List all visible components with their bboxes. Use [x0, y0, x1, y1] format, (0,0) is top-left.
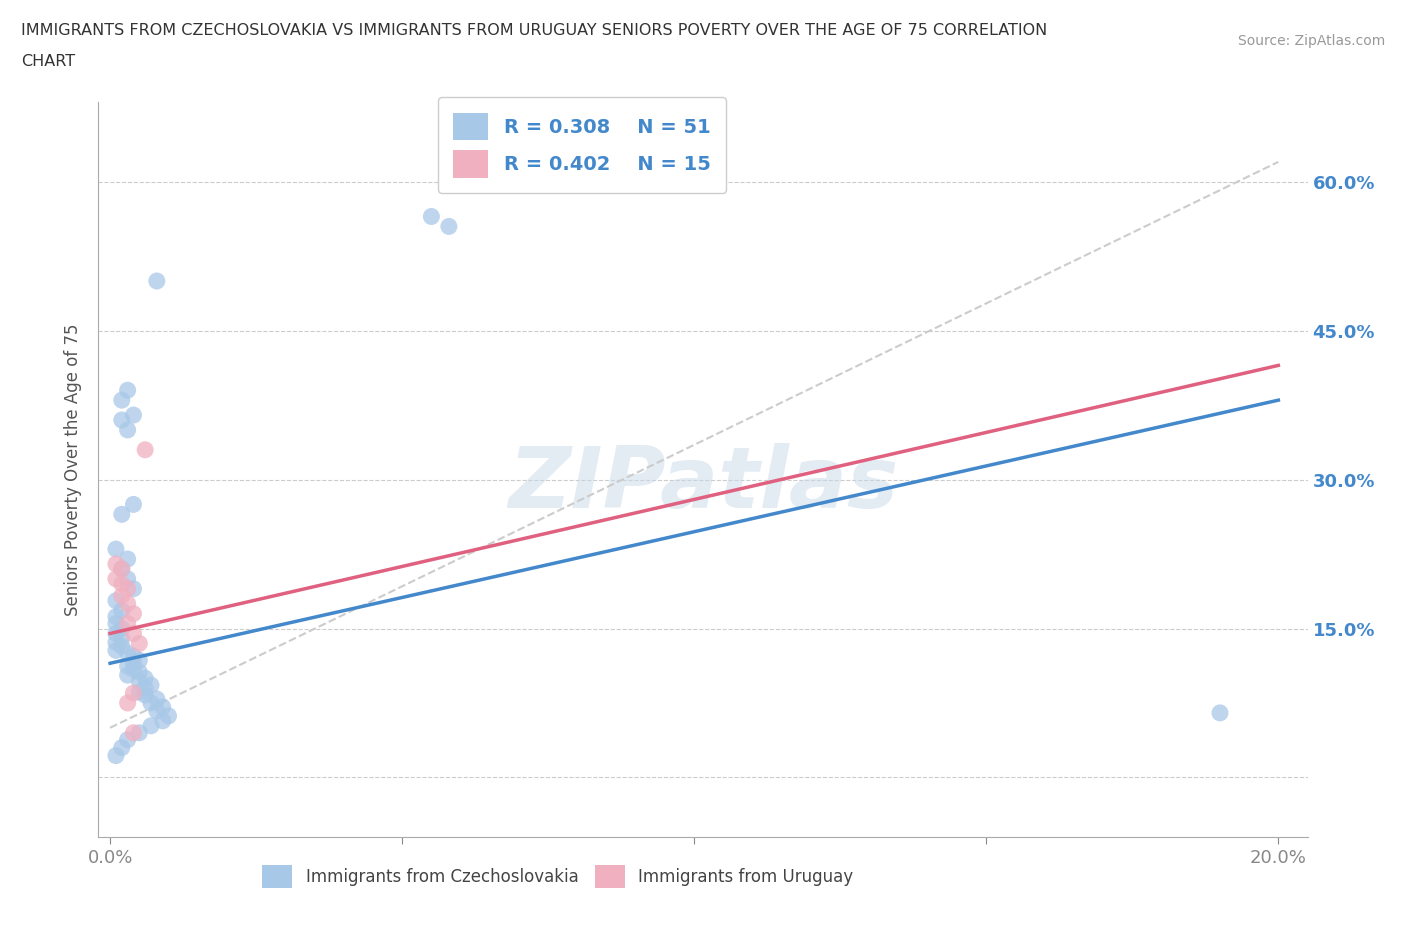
Point: [157, 709, 180, 724]
Point: [420, 209, 443, 224]
Point: [122, 649, 145, 664]
Point: [122, 656, 145, 671]
Point: [437, 219, 460, 233]
Point: [122, 497, 145, 512]
Point: [117, 668, 139, 683]
Point: [111, 507, 134, 522]
Point: [146, 703, 169, 718]
Point: [128, 636, 150, 651]
Point: [122, 725, 145, 740]
Point: [104, 609, 127, 624]
Point: [111, 562, 134, 577]
Point: [122, 662, 145, 677]
Point: [139, 678, 162, 693]
Point: [128, 684, 150, 699]
Point: [117, 581, 139, 596]
Point: [111, 577, 134, 591]
Point: [104, 626, 127, 641]
Point: [122, 626, 145, 641]
Point: [117, 646, 139, 661]
Point: [134, 443, 156, 458]
Point: [139, 696, 162, 711]
Point: [111, 413, 134, 428]
Point: [111, 604, 134, 618]
Point: [117, 422, 139, 437]
Point: [152, 713, 174, 728]
Point: [104, 541, 127, 556]
Point: [111, 589, 134, 604]
Point: [146, 273, 169, 288]
Point: [122, 606, 145, 621]
Point: [117, 571, 139, 586]
Text: IMMIGRANTS FROM CZECHOSLOVAKIA VS IMMIGRANTS FROM URUGUAY SENIORS POVERTY OVER T: IMMIGRANTS FROM CZECHOSLOVAKIA VS IMMIGR…: [21, 23, 1047, 38]
Point: [104, 643, 127, 658]
Point: [122, 581, 145, 596]
Point: [111, 639, 134, 654]
Point: [134, 671, 156, 685]
Point: [117, 658, 139, 673]
Point: [117, 732, 139, 747]
Y-axis label: Seniors Poverty Over the Age of 75: Seniors Poverty Over the Age of 75: [65, 324, 83, 616]
Point: [104, 571, 127, 586]
Point: [134, 687, 156, 702]
Point: [128, 653, 150, 668]
Point: [139, 718, 162, 733]
Point: [104, 616, 127, 631]
Point: [111, 392, 134, 407]
Point: [111, 562, 134, 577]
Point: [122, 407, 145, 422]
Point: [111, 631, 134, 645]
Point: [117, 616, 139, 631]
Text: Source: ZipAtlas.com: Source: ZipAtlas.com: [1237, 34, 1385, 48]
Point: [134, 681, 156, 696]
Point: [104, 556, 127, 571]
Point: [117, 551, 139, 566]
Point: [104, 593, 127, 608]
Point: [122, 685, 145, 700]
Text: ZIPatlas: ZIPatlas: [508, 443, 898, 525]
Point: [117, 596, 139, 611]
Point: [117, 383, 139, 398]
Point: [104, 748, 127, 763]
Text: CHART: CHART: [21, 54, 75, 69]
Point: [117, 696, 139, 711]
Point: [152, 699, 174, 714]
Legend: Immigrants from Czechoslovakia, Immigrants from Uruguay: Immigrants from Czechoslovakia, Immigran…: [256, 857, 860, 895]
Point: [128, 665, 150, 680]
Point: [104, 635, 127, 650]
Point: [111, 621, 134, 636]
Point: [146, 692, 169, 707]
Point: [111, 740, 134, 755]
Point: [128, 673, 150, 688]
Point: [128, 725, 150, 740]
Point: [1209, 706, 1232, 721]
